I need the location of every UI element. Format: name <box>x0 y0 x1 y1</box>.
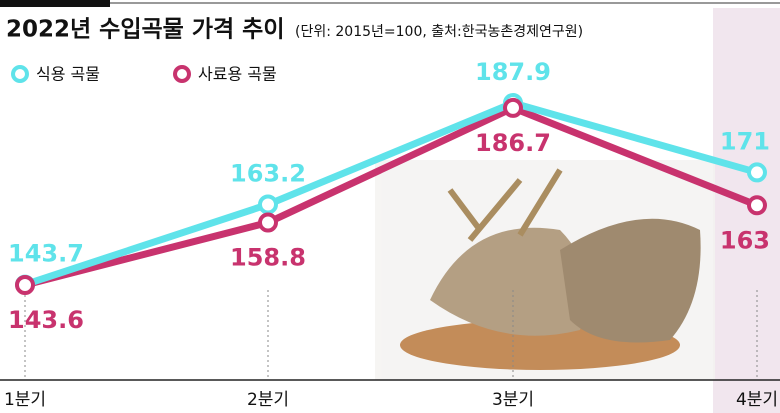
value-label: 143.7 <box>8 240 84 268</box>
highlight-panel <box>713 8 780 413</box>
x-tick-label: 4분기 <box>736 390 778 410</box>
value-label: 163 <box>720 226 770 254</box>
value-label: 171 <box>720 127 770 155</box>
legend-marker <box>173 65 191 83</box>
value-label: 158.8 <box>230 244 306 272</box>
x-tick-label: 3분기 <box>492 390 534 410</box>
value-label: 187.9 <box>475 58 551 86</box>
legend-marker <box>11 65 29 83</box>
value-label: 163.2 <box>230 159 306 187</box>
point <box>747 195 767 216</box>
value-label: 186.7 <box>475 129 551 157</box>
series-line <box>23 99 758 288</box>
wheat-illustration <box>375 160 715 380</box>
point <box>258 194 278 215</box>
chart-subtitle: (단위: 2015년=100, 출처:한국농촌경제연구원) <box>295 24 583 40</box>
x-tick-label: 2분기 <box>247 390 289 410</box>
point <box>747 162 767 183</box>
series-line <box>24 104 759 289</box>
point <box>258 212 278 233</box>
point <box>503 97 523 118</box>
x-tick-label: 1분기 <box>4 390 46 410</box>
chart-title: 2022년 수입곡물 가격 추이 <box>6 17 284 43</box>
legend-label: 사료용 곡물 <box>198 65 277 84</box>
top-bar <box>0 0 110 7</box>
point <box>15 275 35 295</box>
value-label: 143.6 <box>8 306 84 334</box>
legend-label: 식용 곡물 <box>36 65 100 84</box>
